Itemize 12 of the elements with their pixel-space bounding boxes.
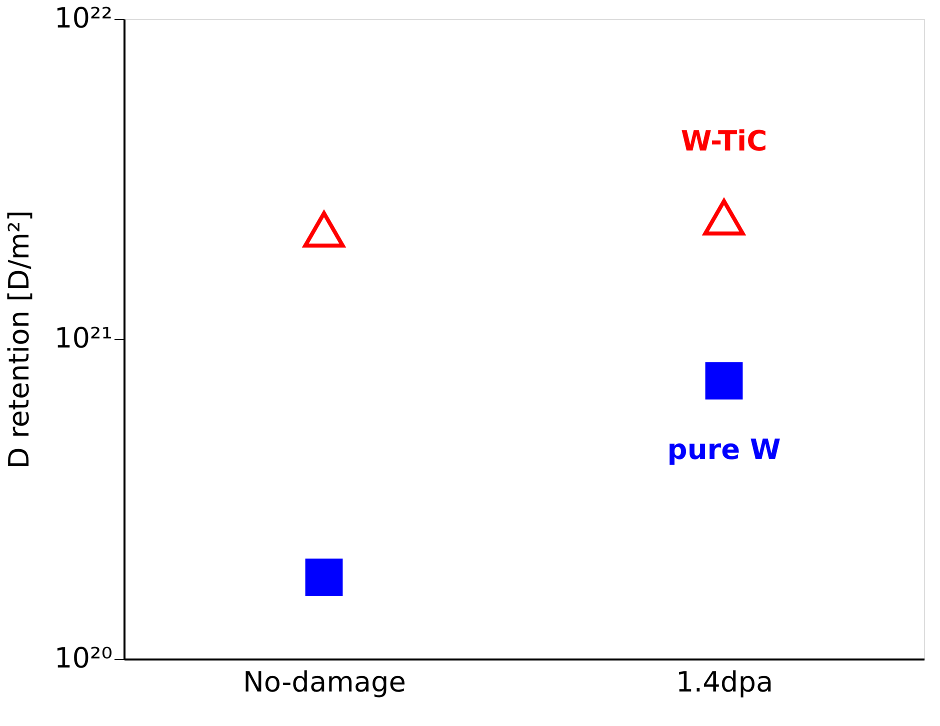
x-tick-label: 1.4dpa (676, 666, 774, 698)
point (705, 362, 743, 400)
series-label: pure W (667, 432, 781, 466)
x-tick-label: No-damage (242, 666, 406, 698)
y-axis-title: D retention [D/m²] (2, 210, 36, 469)
point (305, 558, 343, 596)
point (303, 211, 345, 248)
point (703, 199, 745, 236)
y-tick-label: 10²⁰ (54, 642, 112, 674)
y-tick-label: 10²¹ (54, 322, 112, 354)
text: W-TiC (680, 124, 768, 158)
y-tick-label: 10²² (54, 2, 112, 34)
